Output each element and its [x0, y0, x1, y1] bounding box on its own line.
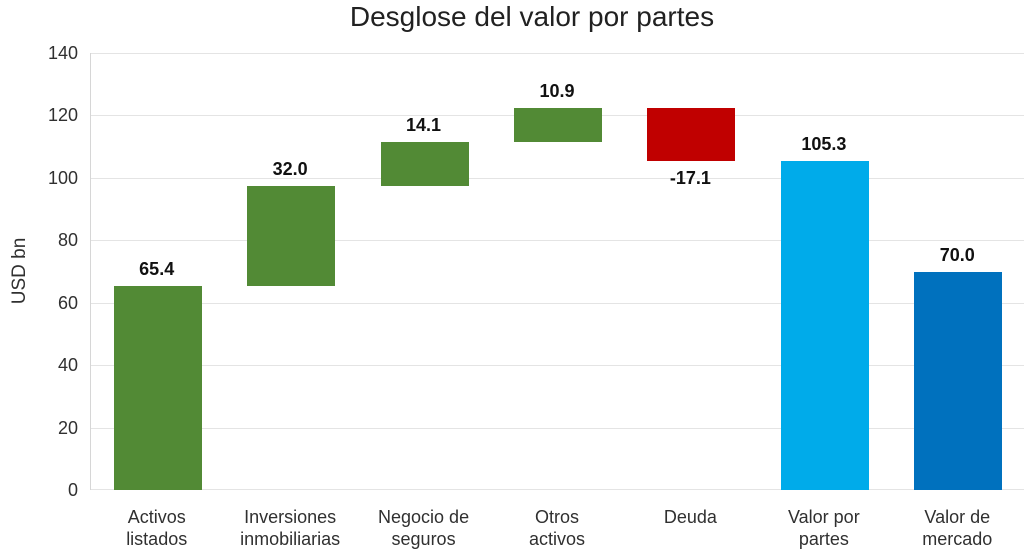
bar-negocio-de-seguros	[380, 141, 469, 186]
value-label-otros-activos: 10.9	[539, 80, 575, 101]
chart-title: Desglose del valor por partes	[349, 1, 715, 32]
bar-inversiones-inmobiliarias	[247, 185, 336, 286]
plot-area	[90, 53, 1024, 490]
value-label-inversiones-inmobiliarias: 32.0	[272, 158, 308, 179]
gridline-y-80	[91, 240, 1024, 242]
x-tick-label-valor-por-partes: Valor por partes	[787, 507, 860, 549]
bar-activos-listados	[113, 285, 202, 490]
x-tick-label-deuda: Deuda	[663, 507, 717, 527]
y-tick-label-0: 0	[67, 480, 78, 500]
value-label-valor-por-partes: 105.3	[801, 134, 847, 155]
y-tick-label-120: 120	[47, 105, 78, 126]
value-label-negocio-de-seguros: 14.1	[406, 114, 442, 135]
gridline-y-20	[91, 427, 1024, 429]
bar-valor-por-partes	[780, 161, 869, 490]
value-label-valor-de-mercado: 70.0	[939, 244, 975, 265]
y-axis-label: USD bn	[9, 237, 30, 305]
gridline-y-60	[91, 302, 1024, 304]
value-label-activos-listados: 65.4	[139, 258, 175, 279]
bar-deuda	[647, 107, 736, 162]
gridline-y-140	[91, 53, 1024, 54]
x-tick-label-otros-activos: Otros activos	[528, 507, 586, 549]
x-tick-label-valor-de-mercado: Valor de mercado	[922, 507, 993, 549]
value-label-deuda: -17.1	[669, 168, 711, 189]
x-tick-label-negocio-de-seguros: Negocio de seguros	[378, 507, 470, 549]
y-tick-label-80: 80	[57, 230, 78, 251]
gridline-y-0	[91, 489, 1024, 490]
gridline-y-40	[91, 365, 1024, 367]
y-tick-label-60: 60	[57, 292, 78, 313]
gridline-y-100	[91, 177, 1024, 179]
bar-valor-de-mercado	[914, 271, 1003, 490]
x-tick-label-activos-listados: Activos listados	[126, 507, 188, 549]
y-tick-label-40: 40	[57, 355, 78, 376]
y-tick-label-140: 140	[47, 43, 78, 63]
bar-otros-activos	[514, 107, 602, 142]
x-tick-label-inversiones-inmobiliarias: Inversiones inmobiliarias	[240, 507, 341, 549]
y-tick-label-100: 100	[47, 167, 78, 188]
y-tick-label-20: 20	[57, 417, 78, 438]
